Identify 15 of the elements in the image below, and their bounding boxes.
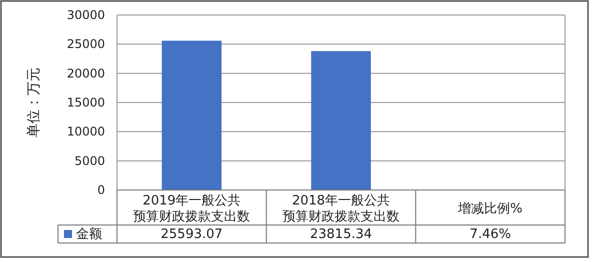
y-tick-label: 15000 [66,96,105,110]
y-tick-label: 10000 [66,124,105,139]
y-axis-title: 单位：万元 [26,68,42,138]
x-tick-label: 增减比例% [457,202,523,216]
y-tick-label: 5000 [74,154,105,168]
legend-label: 金额 [76,227,102,242]
data-label: 25593.07 [160,227,223,242]
y-tick-label: 20000 [66,66,105,80]
x-tick-label: 2019年一般公共预算财政拨款支出数 [133,194,250,224]
data-label: 7.46% [470,227,511,242]
y-tick-label: 0 [97,183,105,197]
y-tick-label: 30000 [66,8,105,22]
y-tick-label: 25000 [66,37,105,52]
data-label: 23815.34 [310,227,372,242]
x-tick-label: 2018年一般公共预算财政拨款支出数 [282,194,400,224]
